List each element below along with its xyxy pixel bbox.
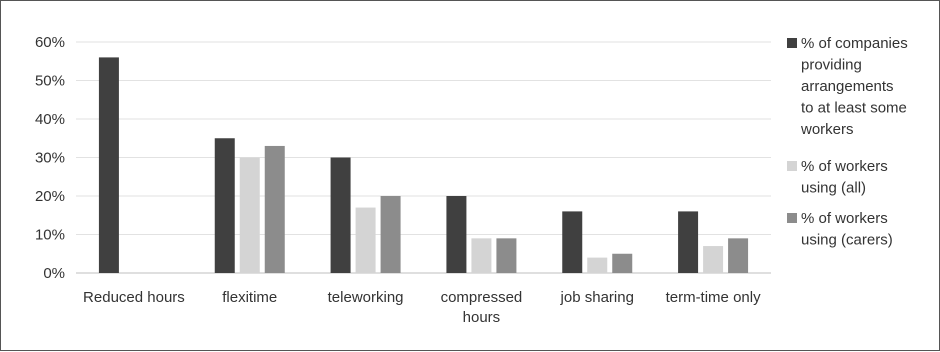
- bar-series-2: [471, 238, 492, 273]
- bar-series-2: [703, 246, 724, 273]
- y-tick-label: 0%: [43, 265, 65, 282]
- bar-series-3: [728, 238, 749, 273]
- legend: % of companies providing arrangements to at…: [787, 35, 908, 249]
- y-tick-label: 10%: [35, 227, 65, 244]
- legend-label: arrangements: [801, 78, 894, 95]
- x-category-label: hours: [463, 309, 501, 326]
- bar-series-1: [214, 138, 235, 273]
- bar-series-2: [239, 157, 260, 273]
- legend-label: to at least some: [801, 100, 907, 117]
- legend-swatch-2: [787, 161, 797, 171]
- x-category-label: compressed: [441, 289, 523, 306]
- bar-series-3: [612, 253, 633, 273]
- x-category-label: job sharing: [560, 289, 634, 306]
- bar-series-1: [330, 157, 351, 273]
- legend-label: using (all): [801, 180, 866, 197]
- bar-series-2: [587, 257, 608, 273]
- x-category-label: term-time only: [666, 289, 762, 306]
- bar-series-1: [562, 211, 583, 273]
- legend-label: using (carers): [801, 232, 893, 249]
- x-axis-category-labels: Reduced hours flexitime teleworking compres…: [83, 289, 761, 326]
- legend-swatch-3: [787, 213, 797, 223]
- y-axis-tick-labels: 0% 10% 20% 30% 40% 50% 60%: [35, 34, 65, 282]
- y-tick-label: 30%: [35, 150, 65, 167]
- bar-series-3: [496, 238, 517, 273]
- y-tick-label: 20%: [35, 188, 65, 205]
- gridlines: [76, 41, 771, 274]
- legend-label: workers: [800, 121, 854, 138]
- x-category-label: Reduced hours: [83, 289, 185, 306]
- legend-label: providing: [801, 57, 862, 74]
- bars: [98, 57, 749, 274]
- bar-series-3: [264, 145, 285, 273]
- x-category-label: teleworking: [328, 289, 404, 306]
- y-tick-label: 50%: [35, 73, 65, 90]
- bar-series-1: [98, 57, 119, 274]
- legend-label: % of companies: [801, 35, 908, 52]
- x-category-label: flexitime: [222, 289, 277, 306]
- y-tick-label: 60%: [35, 34, 65, 51]
- y-tick-label: 40%: [35, 111, 65, 128]
- legend-label: % of workers: [801, 210, 888, 227]
- legend-label: % of workers: [801, 158, 888, 175]
- legend-swatch-1: [787, 38, 797, 48]
- bar-series-3: [380, 196, 401, 273]
- bar-series-1: [678, 211, 699, 273]
- bar-series-1: [446, 196, 467, 273]
- bar-series-2: [355, 207, 376, 273]
